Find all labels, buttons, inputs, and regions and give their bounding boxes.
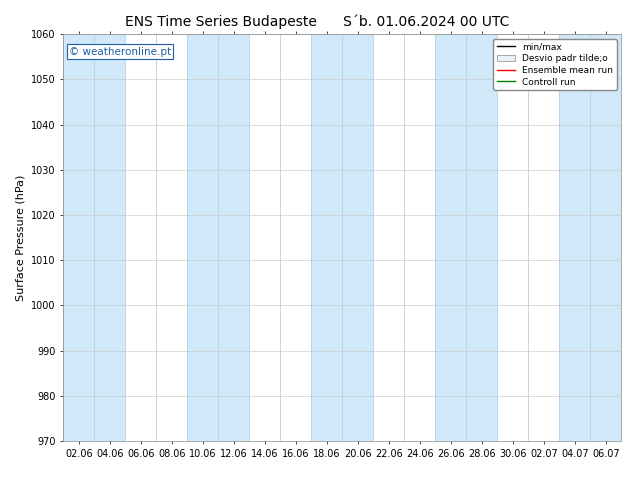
Bar xyxy=(590,34,621,441)
Bar xyxy=(311,34,342,441)
Bar xyxy=(467,34,497,441)
Y-axis label: Surface Pressure (hPa): Surface Pressure (hPa) xyxy=(16,174,25,301)
Text: ENS Time Series Budapeste      S´b. 01.06.2024 00 UTC: ENS Time Series Budapeste S´b. 01.06.202… xyxy=(125,15,509,29)
Text: © weatheronline.pt: © weatheronline.pt xyxy=(69,47,171,56)
Bar xyxy=(559,34,590,441)
Bar xyxy=(342,34,373,441)
Bar xyxy=(94,34,126,441)
Bar xyxy=(188,34,218,441)
Bar xyxy=(218,34,249,441)
Bar xyxy=(436,34,467,441)
Bar xyxy=(63,34,94,441)
Legend: min/max, Desvio padr tilde;o, Ensemble mean run, Controll run: min/max, Desvio padr tilde;o, Ensemble m… xyxy=(493,39,617,90)
